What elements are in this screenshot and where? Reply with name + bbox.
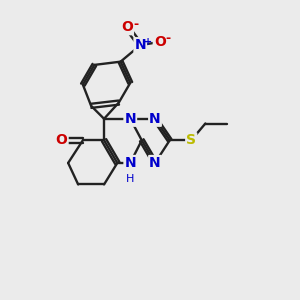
Text: H: H (126, 174, 134, 184)
Text: O: O (154, 35, 166, 49)
Text: -: - (165, 32, 170, 46)
Text: N: N (149, 112, 161, 126)
Text: N: N (124, 112, 136, 126)
Text: S: S (186, 133, 196, 147)
Text: -: - (133, 18, 138, 32)
Text: N: N (149, 156, 161, 170)
Text: O: O (121, 20, 133, 34)
Text: +: + (144, 37, 152, 46)
Text: O: O (56, 133, 68, 147)
Text: N: N (134, 38, 146, 52)
Text: N: N (124, 156, 136, 170)
